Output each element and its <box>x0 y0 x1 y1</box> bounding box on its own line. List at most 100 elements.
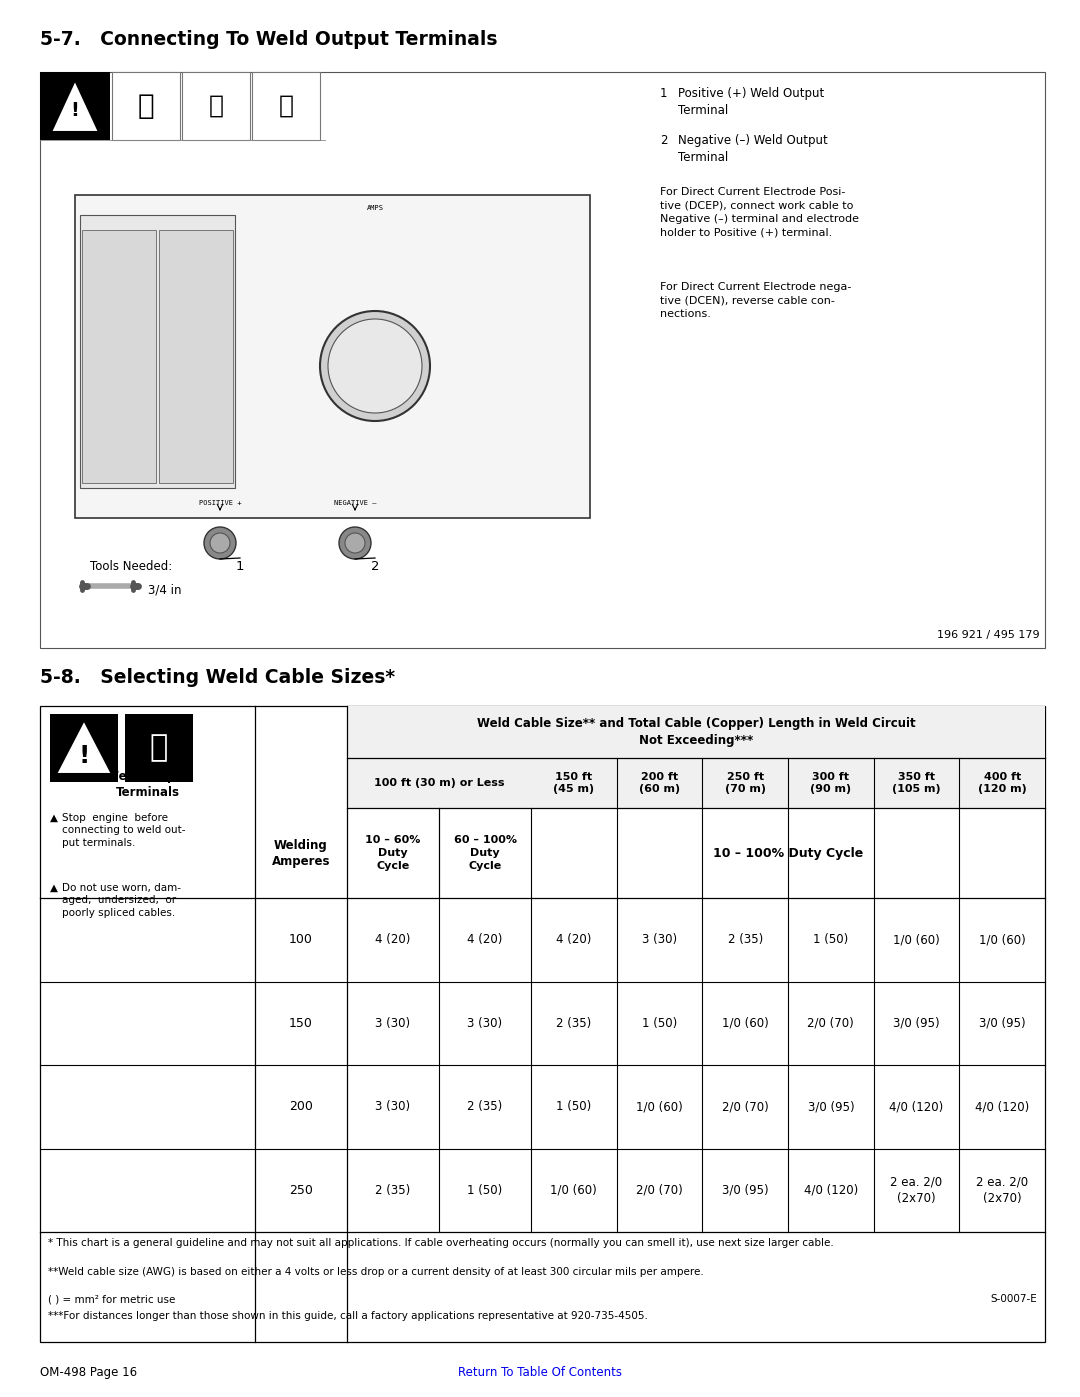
Text: S-0007-E: S-0007-E <box>990 1294 1037 1303</box>
Text: 1/0 (60): 1/0 (60) <box>721 1017 769 1030</box>
Text: Weld Cable Size** and Total Cable (Copper) Length in Weld Circuit
Not Exceeding*: Weld Cable Size** and Total Cable (Coppe… <box>476 717 916 747</box>
Text: 3/0 (95): 3/0 (95) <box>721 1183 769 1197</box>
Text: 200 ft
(60 m): 200 ft (60 m) <box>639 771 680 795</box>
Bar <box>40 73 1045 648</box>
Bar <box>159 231 233 483</box>
Text: 2 (35): 2 (35) <box>376 1183 410 1197</box>
Text: 2: 2 <box>370 560 379 573</box>
Bar <box>347 759 1045 807</box>
Text: **Weld cable size (AWG) is based on either a 4 volts or less drop or a current d: **Weld cable size (AWG) is based on eith… <box>48 1267 704 1277</box>
Bar <box>50 714 118 782</box>
Text: 3/0 (95): 3/0 (95) <box>808 1101 854 1113</box>
Text: 2 ea. 2/0
(2x70): 2 ea. 2/0 (2x70) <box>976 1176 1028 1204</box>
Text: 3 (30): 3 (30) <box>376 1017 410 1030</box>
Text: 3 (30): 3 (30) <box>376 1101 410 1113</box>
Text: Weld Output
Terminals: Weld Output Terminals <box>106 770 189 799</box>
Circle shape <box>204 527 237 559</box>
Text: 300 ft
(90 m): 300 ft (90 m) <box>810 771 851 795</box>
Text: Welding
Amperes: Welding Amperes <box>272 838 330 868</box>
Text: 400 ft
(120 m): 400 ft (120 m) <box>977 771 1027 795</box>
Text: 2/0 (70): 2/0 (70) <box>808 1017 854 1030</box>
Text: !: ! <box>70 101 80 120</box>
Bar <box>112 73 180 140</box>
Text: Stop  engine  before
connecting to weld out-
put terminals.: Stop engine before connecting to weld ou… <box>62 813 186 848</box>
Text: 200: 200 <box>289 1101 313 1113</box>
Circle shape <box>345 534 365 553</box>
Text: 1/0 (60): 1/0 (60) <box>893 933 940 946</box>
Text: ▲: ▲ <box>50 813 58 823</box>
Text: 1 (50): 1 (50) <box>813 933 849 946</box>
Text: 🥽: 🥽 <box>208 94 224 117</box>
Text: 250 ft
(70 m): 250 ft (70 m) <box>725 771 766 795</box>
Text: 🔧: 🔧 <box>137 92 154 120</box>
Text: 2 ea. 2/0
(2x70): 2 ea. 2/0 (2x70) <box>890 1176 943 1204</box>
Text: 100 ft (30 m) or Less: 100 ft (30 m) or Less <box>374 778 504 788</box>
Text: Tools Needed:: Tools Needed: <box>90 560 172 573</box>
Polygon shape <box>51 80 99 131</box>
Text: 1/0 (60): 1/0 (60) <box>636 1101 683 1113</box>
Text: 3 (30): 3 (30) <box>468 1017 502 1030</box>
Text: 1 (50): 1 (50) <box>642 1017 677 1030</box>
Text: NEGATIVE —: NEGATIVE — <box>334 500 376 506</box>
Text: 2 (35): 2 (35) <box>728 933 762 946</box>
Text: 150 ft
(45 m): 150 ft (45 m) <box>553 771 594 795</box>
Text: ▲: ▲ <box>50 883 58 893</box>
Text: 1 (50): 1 (50) <box>556 1101 592 1113</box>
Bar <box>40 73 110 140</box>
Text: 250: 250 <box>289 1183 313 1197</box>
Bar <box>125 714 193 782</box>
Text: 3/4 in: 3/4 in <box>148 584 181 597</box>
Text: 1 (50): 1 (50) <box>468 1183 502 1197</box>
Bar <box>40 705 1045 1343</box>
Bar <box>183 73 249 140</box>
Text: 1: 1 <box>660 87 667 101</box>
Text: 10 – 60%
Duty
Cycle: 10 – 60% Duty Cycle <box>365 835 421 870</box>
Circle shape <box>339 527 372 559</box>
Circle shape <box>328 319 422 414</box>
Text: 2/0 (70): 2/0 (70) <box>636 1183 683 1197</box>
Text: 350 ft
(105 m): 350 ft (105 m) <box>892 771 941 795</box>
Text: Return To Table Of Contents: Return To Table Of Contents <box>458 1366 622 1379</box>
Text: 2 (35): 2 (35) <box>468 1101 502 1113</box>
Text: 4 (20): 4 (20) <box>468 933 502 946</box>
Text: Do not use worn, dam-
aged,  undersized,  or
poorly spliced cables.: Do not use worn, dam- aged, undersized, … <box>62 883 181 918</box>
Text: For Direct Current Electrode Posi-
tive (DCEP), connect work cable to
Negative (: For Direct Current Electrode Posi- tive … <box>660 187 859 237</box>
Text: 4 (20): 4 (20) <box>556 933 592 946</box>
Text: 1/0 (60): 1/0 (60) <box>551 1183 597 1197</box>
Text: * This chart is a general guideline and may not suit all applications. If cable : * This chart is a general guideline and … <box>48 1238 834 1248</box>
Text: !: ! <box>79 745 90 768</box>
Text: 100: 100 <box>289 933 313 946</box>
Text: 1: 1 <box>235 560 244 573</box>
Text: 3/0 (95): 3/0 (95) <box>893 1017 940 1030</box>
Text: 60 – 100%
Duty
Cycle: 60 – 100% Duty Cycle <box>454 835 516 870</box>
Text: ⛑: ⛑ <box>279 94 294 117</box>
Text: 196 921 / 495 179: 196 921 / 495 179 <box>937 630 1040 640</box>
Text: For Direct Current Electrode nega-
tive (DCEN), reverse cable con-
nections.: For Direct Current Electrode nega- tive … <box>660 282 851 319</box>
Circle shape <box>210 534 230 553</box>
Text: ( ) = mm² for metric use: ( ) = mm² for metric use <box>48 1294 175 1303</box>
Polygon shape <box>56 719 112 774</box>
Text: 🏃: 🏃 <box>150 733 168 763</box>
Bar <box>80 215 235 488</box>
Text: 150: 150 <box>289 1017 313 1030</box>
Bar <box>75 196 590 518</box>
Text: Negative (–) Weld Output
Terminal: Negative (–) Weld Output Terminal <box>678 134 827 163</box>
Text: 2/0 (70): 2/0 (70) <box>721 1101 769 1113</box>
Bar <box>347 705 1045 759</box>
Text: 4/0 (120): 4/0 (120) <box>975 1101 1029 1113</box>
Text: 2 (35): 2 (35) <box>556 1017 592 1030</box>
Bar <box>252 73 320 140</box>
Text: 10 – 100% Duty Cycle: 10 – 100% Duty Cycle <box>713 847 863 859</box>
Text: OM-498 Page 16: OM-498 Page 16 <box>40 1366 137 1379</box>
Text: 2: 2 <box>660 134 667 147</box>
Text: AMPS: AMPS <box>366 205 383 211</box>
Text: 5-8.   Selecting Weld Cable Sizes*: 5-8. Selecting Weld Cable Sizes* <box>40 668 395 687</box>
Text: 1/0 (60): 1/0 (60) <box>978 933 1026 946</box>
Text: 4/0 (120): 4/0 (120) <box>889 1101 944 1113</box>
Text: POSITIVE +: POSITIVE + <box>199 500 241 506</box>
Circle shape <box>320 312 430 420</box>
Text: 3/0 (95): 3/0 (95) <box>978 1017 1026 1030</box>
Bar <box>82 231 156 483</box>
Text: 4 (20): 4 (20) <box>376 933 410 946</box>
Text: ***For distances longer than those shown in this guide, call a factory applicati: ***For distances longer than those shown… <box>48 1310 648 1322</box>
